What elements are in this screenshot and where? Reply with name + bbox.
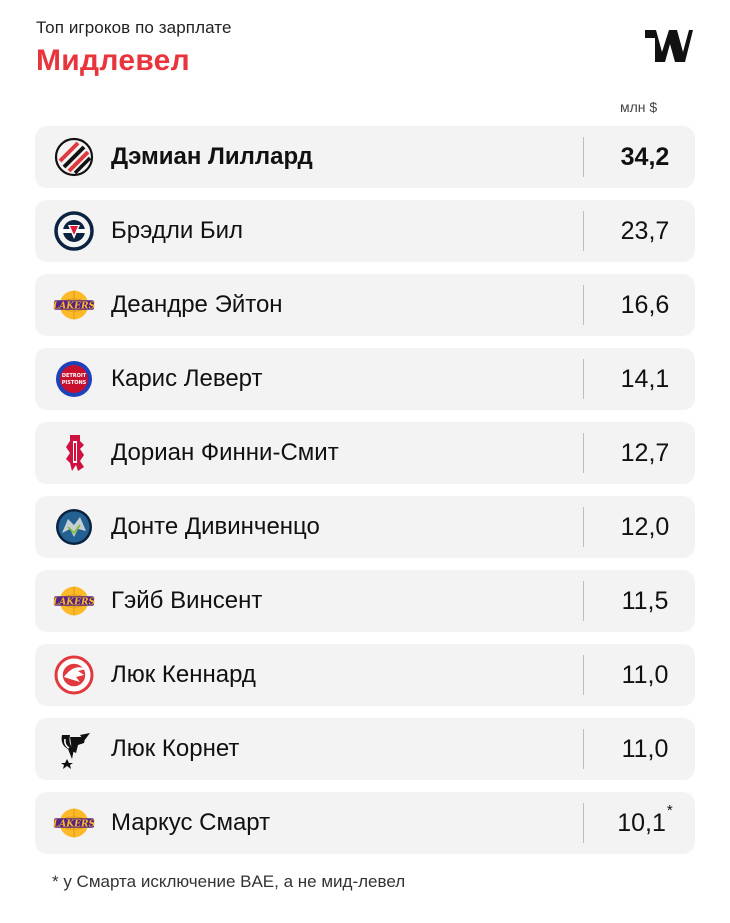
footnote: * у Смарта исключение BAE, а не мид-леве… (52, 872, 406, 891)
player-name: Гэйб Винсент (111, 587, 263, 614)
player-name: Дориан Финни-Смит (111, 439, 339, 466)
salary-value: 11,0 (595, 644, 695, 706)
salary-number: 11,5 (621, 586, 669, 615)
list-item: LAKERS Гэйб Винсент 11,5 (35, 570, 695, 632)
player-name: Карис Леверт (111, 365, 263, 392)
trail-blazers-logo-icon (53, 137, 95, 177)
hawks-logo-icon (53, 655, 95, 695)
salary-value: 14,1 (595, 348, 695, 410)
salary-value: 34,2 (595, 126, 695, 188)
salary-value: 12,7 (595, 422, 695, 484)
salary-value: 23,7 (595, 200, 695, 262)
list-item: Брэдли Бил 23,7 (35, 200, 695, 262)
svg-text:LAKERS: LAKERS (53, 818, 95, 829)
svg-text:DETROIT: DETROIT (62, 373, 87, 379)
player-name: Брэдли Бил (111, 217, 244, 244)
list-item: Люк Корнет 11,0 (35, 718, 695, 780)
salary-value: 11,0 (595, 718, 695, 780)
salary-value: 16,6 (595, 274, 695, 336)
salary-number: 12,7 (620, 438, 670, 467)
divider (583, 137, 584, 177)
rockets-logo-icon (53, 433, 95, 473)
salary-value: 10,1 * (595, 792, 695, 854)
page-subtitle: Топ игроков по зарплате (36, 18, 232, 37)
divider (583, 211, 584, 251)
player-name: Люк Корнет (111, 735, 240, 762)
unit-label: млн $ (620, 99, 658, 115)
salary-list: Дэмиан Лиллард 34,2 Брэдли Бил 23,7 LAKE… (35, 126, 695, 866)
lakers-logo-icon: LAKERS (53, 285, 95, 325)
list-item: LAKERS Маркус Смарт 10,1 * (35, 792, 695, 854)
salary-number: 23,7 (620, 216, 670, 245)
spurs-logo-icon (53, 729, 95, 769)
divider (583, 507, 584, 547)
lakers-logo-icon: LAKERS (53, 581, 95, 621)
brand-logo-icon (645, 30, 693, 62)
salary-number: 16,6 (620, 290, 670, 319)
salary-number: 11,0 (621, 660, 669, 689)
divider (583, 285, 584, 325)
svg-text:PISTONS: PISTONS (62, 380, 87, 386)
salary-value: 11,5 (595, 570, 695, 632)
wizards-logo-icon (53, 211, 95, 251)
divider (583, 433, 584, 473)
page-title: Мидлевел (36, 44, 191, 77)
player-name: Дэмиан Лиллард (111, 143, 313, 170)
salary-number: 10,1 (617, 808, 666, 837)
salary-value: 12,0 (595, 496, 695, 558)
list-item: Дориан Финни-Смит 12,7 (35, 422, 695, 484)
divider (583, 655, 584, 695)
divider (583, 581, 584, 621)
pistons-logo-icon: DETROIT PISTONS (53, 359, 95, 399)
timberwolves-logo-icon (53, 507, 95, 547)
list-item: DETROIT PISTONS Карис Леверт 14,1 (35, 348, 695, 410)
header: Топ игроков по зарплате Мидлевел (36, 18, 232, 78)
player-name: Маркус Смарт (111, 809, 271, 836)
player-name: Деандре Эйтон (111, 291, 283, 318)
salary-number: 14,1 (620, 364, 670, 393)
divider (583, 729, 584, 769)
list-item: Донте Дивинченцо 12,0 (35, 496, 695, 558)
divider (583, 803, 584, 843)
lakers-logo-icon: LAKERS (53, 803, 95, 843)
salary-number: 34,2 (620, 142, 670, 171)
footnote-mark: * (666, 802, 673, 819)
player-name: Люк Кеннард (111, 661, 256, 688)
player-name: Донте Дивинченцо (111, 513, 320, 540)
salary-number: 12,0 (620, 512, 670, 541)
salary-number: 11,0 (621, 734, 669, 763)
svg-text:LAKERS: LAKERS (53, 300, 95, 311)
svg-text:LAKERS: LAKERS (53, 596, 95, 607)
list-item: Люк Кеннард 11,0 (35, 644, 695, 706)
list-item: LAKERS Деандре Эйтон 16,6 (35, 274, 695, 336)
divider (583, 359, 584, 399)
list-item: Дэмиан Лиллард 34,2 (35, 126, 695, 188)
